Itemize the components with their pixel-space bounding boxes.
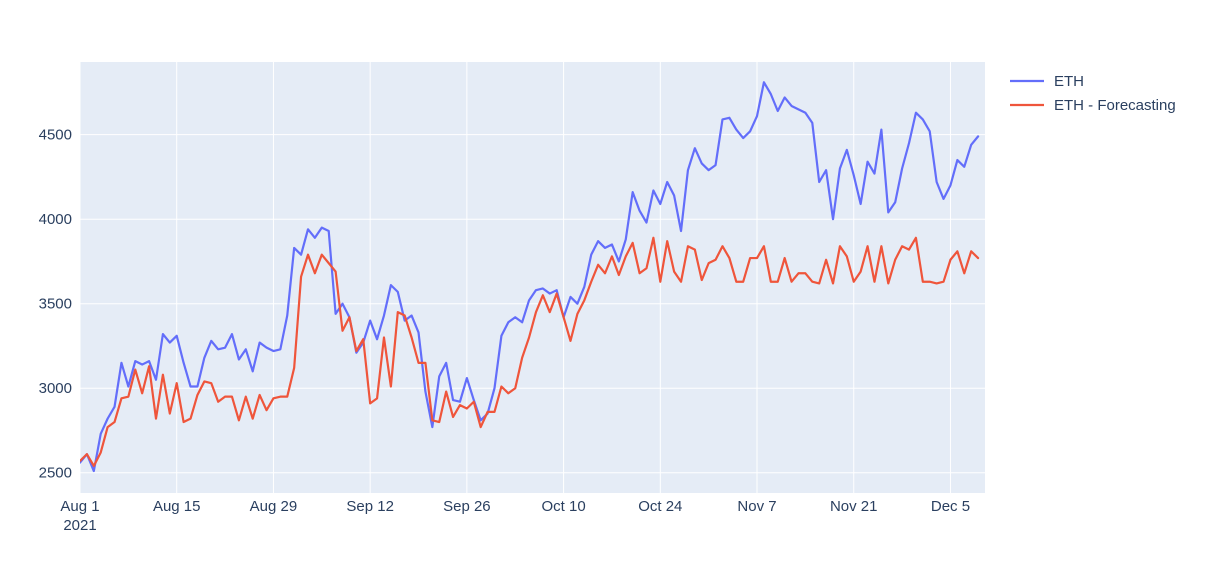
x-tick-label: Oct 24 (638, 498, 682, 515)
plot-background (80, 62, 985, 493)
x-tick-label: Oct 10 (541, 498, 585, 515)
y-tick-label: 3500 (39, 296, 72, 313)
y-tick-label: 4000 (39, 211, 72, 228)
x-tick-label: Sep 12 (346, 498, 394, 515)
x-tick-sublabel: 2021 (63, 517, 96, 534)
x-tick-label: Aug 1 (60, 498, 99, 515)
y-gridlines (80, 134, 985, 474)
legend-label: ETH (1054, 73, 1084, 90)
series-line-1 (80, 236, 980, 468)
x-tick-label: Sep 26 (443, 498, 491, 515)
x-tick-label: Nov 21 (830, 498, 878, 515)
series-layer (80, 81, 980, 473)
x-tick-label: Aug 29 (250, 498, 298, 515)
y-tick-label: 4500 (39, 127, 72, 144)
legend: ETH ETH - Forecasting (1010, 73, 1176, 114)
legend-item[interactable]: ETH (1010, 73, 1084, 90)
legend-item[interactable]: ETH - Forecasting (1010, 97, 1176, 114)
x-tick-label: Nov 7 (737, 498, 776, 515)
x-gridlines (79, 62, 951, 493)
x-tick-label: Aug 15 (153, 498, 201, 515)
y-tick-label: 3000 (39, 380, 72, 397)
series-line-0 (80, 81, 980, 473)
x-axis-tick-labels: Aug 1 2021 Aug 15 Aug 29 Sep 12 Sep 26 Oct 10 O… (60, 498, 970, 534)
legend-label: ETH - Forecasting (1054, 97, 1176, 114)
x-tick-label: Dec 5 (931, 498, 970, 515)
y-axis-tick-labels: 2500 3000 3500 4000 4500 (39, 127, 72, 482)
y-tick-label: 2500 (39, 465, 72, 482)
